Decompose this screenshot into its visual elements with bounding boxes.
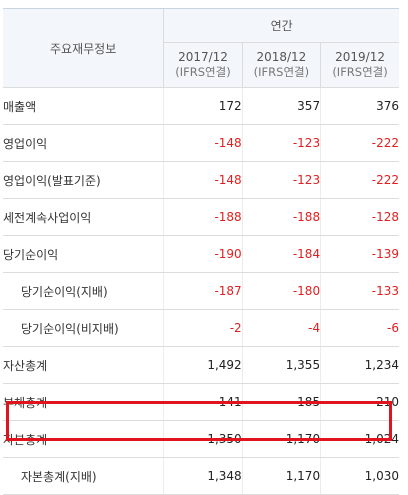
year-basis: (IFRS연결) [332,65,388,79]
row-label: 자본총계 [3,420,164,458]
row-label: 영업이익 [3,124,164,162]
table-row: 자산총계 1,492 1,355 1,234 [3,346,399,384]
cell-value: -2 [163,309,243,347]
row-label: 당기순이익(지배) [3,272,164,310]
financial-table: 주요재무정보 연간 2017/12 (IFRS연결) 2018/12 (IFRS… [3,8,399,495]
row-label: 영업이익(발표기준) [3,161,164,199]
row-label: 당기순이익 [3,235,164,273]
cell-value: -148 [163,161,243,199]
row-label: 매출액 [3,87,164,125]
year-header: 2019/12 (IFRS연결) [320,42,399,88]
row-label: 자산총계 [3,346,164,384]
cell-value: -139 [320,235,399,273]
row-label: 부채총계 [3,383,164,421]
cell-value: 1,170 [241,420,321,458]
cell-value: -133 [320,272,399,310]
cell-value: -222 [320,124,399,162]
table-row: 세전계속사업이익 -188 -188 -128 [3,198,399,236]
cell-value: -184 [241,235,321,273]
table-row: 매출액 172 357 376 [3,87,399,125]
cell-value: 1,348 [163,457,243,495]
cell-value: 357 [241,87,321,125]
cell-value: 185 [241,383,321,421]
cell-value: -128 [320,198,399,236]
cell-value: 1,355 [241,346,321,384]
cell-value: -188 [241,198,321,236]
cell-value: 1,170 [241,457,321,495]
table-row: 당기순이익 -190 -184 -139 [3,235,399,273]
cell-value: 376 [320,87,399,125]
table-row: 영업이익 -148 -123 -222 [3,124,399,162]
cell-value: -148 [163,124,243,162]
cell-value: 1,024 [320,420,399,458]
cell-value: 141 [163,383,243,421]
year-header: 2017/12 (IFRS연결) [163,42,243,88]
cell-value: -123 [241,161,321,199]
year-label: 2018/12 [256,50,307,64]
table-row: 부채총계 141 185 210 [3,383,399,421]
cell-value: -187 [163,272,243,310]
label-column-header: 주요재무정보 [3,8,164,88]
cell-value: 1,234 [320,346,399,384]
cell-value: 1,350 [163,420,243,458]
table-row: 당기순이익(지배) -187 -180 -133 [3,272,399,310]
cell-value: -188 [163,198,243,236]
year-basis: (IFRS연결) [175,65,231,79]
cell-value: 1,492 [163,346,243,384]
cell-value: -123 [241,124,321,162]
table-row: 자본총계(지배) 1,348 1,170 1,030 [3,457,399,495]
row-label: 당기순이익(비지배) [3,309,164,347]
year-basis: (IFRS연결) [253,65,310,79]
year-header: 2018/12 (IFRS연결) [241,42,321,88]
row-label: 세전계속사업이익 [3,198,164,236]
cell-value: 210 [320,383,399,421]
cell-value: -6 [320,309,399,347]
cell-value: 1,030 [320,457,399,495]
table-row-highlighted: 자본총계 1,350 1,170 1,024 [3,420,399,458]
table-row: 당기순이익(비지배) -2 -4 -6 [3,309,399,347]
cell-value: -180 [241,272,321,310]
year-label: 2019/12 [335,50,385,64]
financial-summary-panel: 주요재무정보 연간 2017/12 (IFRS연결) 2018/12 (IFRS… [3,8,399,495]
row-label: 자본총계(지배) [3,457,164,495]
cell-value: 172 [163,87,243,125]
period-header-annual[interactable]: 연간 [163,8,399,43]
cell-value: -190 [163,235,243,273]
cell-value: -4 [241,309,321,347]
table-row: 영업이익(발표기준) -148 -123 -222 [3,161,399,199]
cell-value: -222 [320,161,399,199]
year-label: 2017/12 [178,50,228,64]
